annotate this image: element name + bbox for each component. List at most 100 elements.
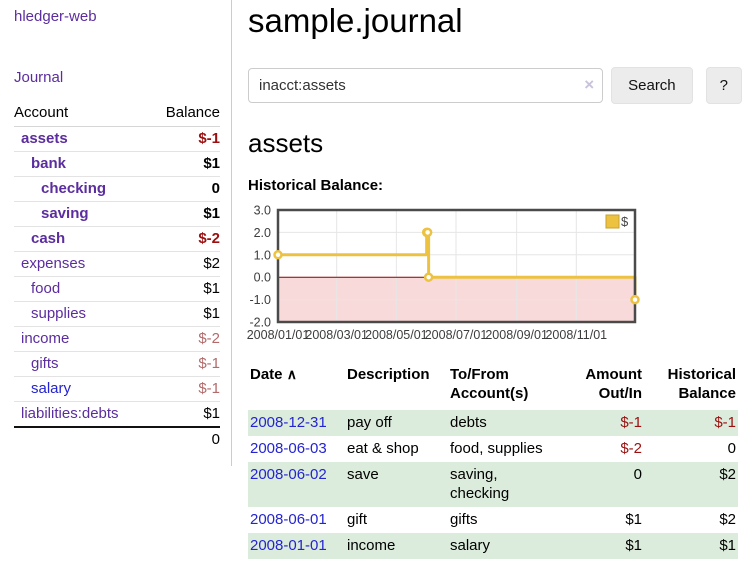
sidebar-item-journal[interactable]: Journal — [14, 69, 64, 86]
page-title: sample.journal — [248, 2, 463, 39]
transaction-accounts: debts — [450, 414, 487, 431]
transaction-balance: 0 — [727, 440, 736, 457]
register-header-date[interactable]: Date ∧ — [250, 366, 297, 383]
search-input[interactable] — [248, 68, 604, 103]
app-layout: hledger-web Journal Account Balance asse… — [0, 0, 742, 559]
plot-border — [276, 208, 637, 324]
x-tick-label: 2008/07/01 — [425, 328, 488, 342]
account-balance: $-1 — [149, 376, 220, 402]
transaction-description: income — [347, 537, 396, 554]
account-row-expenses: expenses $2 — [14, 251, 220, 277]
transaction-accounts: food, supplies — [450, 440, 543, 457]
sort-ascending-icon: ∧ — [286, 366, 297, 382]
x-tick-label: 2008/09/01 — [485, 328, 548, 342]
historical-balance-chart: $3.0 2.0 1.0 0.0 -1.0 -2.0 2008/01/01 2008/03/0… — [247, 204, 742, 344]
transaction-balance: $-1 — [714, 414, 736, 431]
account-balance: $1 — [149, 151, 220, 177]
legend-label: $ — [621, 214, 629, 229]
x-tick-label: 2008/01/01 — [247, 328, 310, 342]
accounts-total-value: 0 — [211, 431, 220, 448]
transaction-amount: $1 — [625, 537, 642, 554]
search-button[interactable]: Search — [611, 67, 693, 104]
register-row: 2008-06-01 gift gifts $1 $2 — [248, 507, 738, 533]
transaction-amount: $-2 — [620, 440, 642, 457]
transaction-description: save — [347, 466, 379, 483]
account-link[interactable]: checking — [41, 180, 107, 197]
transaction-accounts: gifts — [450, 511, 478, 528]
transaction-amount: $-1 — [620, 414, 642, 431]
transaction-date-link[interactable]: 2008-06-03 — [250, 440, 327, 457]
account-link[interactable]: cash — [31, 230, 66, 247]
y-tick-label: 0.0 — [254, 271, 271, 285]
brand-link[interactable]: hledger-web — [14, 8, 97, 25]
search-form: × Search ? — [248, 67, 742, 104]
x-tick-label: 2008/11/01 — [545, 328, 607, 342]
account-row-cash: cash $-2 — [14, 226, 220, 252]
account-row-gifts: gifts $-1 — [14, 351, 220, 377]
account-balance: $-1 — [149, 126, 220, 152]
transaction-description: pay off — [347, 414, 392, 431]
account-row-saving: saving $1 — [14, 201, 220, 227]
x-tick-label: 2008/03/01 — [305, 328, 368, 342]
accounts-table-header: Account Balance — [14, 101, 220, 127]
x-tick-label: 2008/05/01 — [365, 328, 428, 342]
account-balance: 0 — [149, 176, 220, 202]
register-row: 2008-06-02 save saving, checking 0 $2 — [248, 462, 738, 507]
chart-canvas: $3.0 2.0 1.0 0.0 -1.0 -2.02008/01/012008/03/0… — [247, 204, 640, 342]
account-link[interactable]: gifts — [31, 355, 59, 372]
transaction-amount: 0 — [633, 466, 642, 483]
account-link[interactable]: saving — [41, 205, 89, 222]
transaction-balance: $1 — [719, 537, 736, 554]
account-row-food: food $1 — [14, 276, 220, 302]
y-tick-label: 3.0 — [254, 204, 271, 218]
y-tick-label: -1.0 — [249, 293, 271, 307]
data-point-marker — [423, 272, 434, 282]
account-balance: $-1 — [149, 351, 220, 377]
transaction-amount: $1 — [625, 511, 642, 528]
register-row: 2008-01-01 income salary $1 $1 — [248, 533, 738, 559]
transaction-description: eat & shop — [347, 440, 419, 457]
account-balance: $-2 — [149, 326, 220, 352]
account-row-salary: salary $-1 — [14, 376, 220, 402]
account-link[interactable]: income — [21, 330, 70, 347]
sidebar-inner: hledger-web Journal Account Balance asse… — [0, 0, 232, 466]
legend-swatch — [605, 214, 620, 229]
account-balance: $1 — [149, 401, 220, 428]
account-row-income: income $-2 — [14, 326, 220, 352]
data-point-marker — [273, 250, 283, 260]
transaction-accounts: saving, checking — [450, 466, 510, 502]
register-header-accounts: To/From Account(s) — [450, 366, 529, 402]
accounts-header-account: Account — [14, 101, 150, 127]
sidebar: hledger-web Journal Account Balance asse… — [0, 0, 232, 466]
clear-search-icon[interactable]: × — [584, 75, 595, 94]
account-link[interactable]: supplies — [31, 305, 87, 322]
register-row: 2008-12-31 pay off debts $-1 $-1 — [248, 410, 738, 436]
account-link[interactable]: assets — [21, 130, 68, 147]
account-link[interactable]: liabilities:debts — [21, 405, 119, 422]
account-link[interactable]: salary — [31, 380, 72, 397]
account-balance: $-2 — [149, 226, 220, 252]
account-balance: $2 — [149, 251, 220, 277]
y-tick-label: -2.0 — [249, 316, 271, 330]
y-tick-label: 1.0 — [254, 248, 271, 262]
transaction-description: gift — [347, 511, 368, 528]
transaction-date-link[interactable]: 2008-01-01 — [250, 537, 327, 554]
account-link[interactable]: bank — [31, 155, 67, 172]
help-button[interactable]: ? — [705, 67, 742, 104]
register-table: Date ∧ Description To/From Account(s) Am… — [248, 363, 738, 559]
data-point-marker — [630, 294, 640, 305]
account-link[interactable]: food — [31, 280, 61, 297]
account-row-assets: assets $-1 — [14, 126, 220, 152]
transaction-date-link[interactable]: 2008-06-02 — [250, 466, 327, 483]
transaction-balance: $2 — [719, 466, 736, 483]
account-page-title: assets — [248, 128, 324, 158]
search-box: × — [248, 68, 604, 103]
account-balance: $1 — [149, 276, 220, 302]
register-header-balance: Historical Balance — [667, 366, 736, 402]
transaction-date-link[interactable]: 2008-06-01 — [250, 511, 327, 528]
transaction-date-link[interactable]: 2008-12-31 — [250, 414, 327, 431]
account-link[interactable]: expenses — [21, 255, 86, 272]
account-row-bank: bank $1 — [14, 151, 220, 177]
y-tick-label: 2.0 — [254, 226, 271, 240]
accounts-table: Account Balance assets $-1 bank $1 check… — [14, 101, 220, 452]
